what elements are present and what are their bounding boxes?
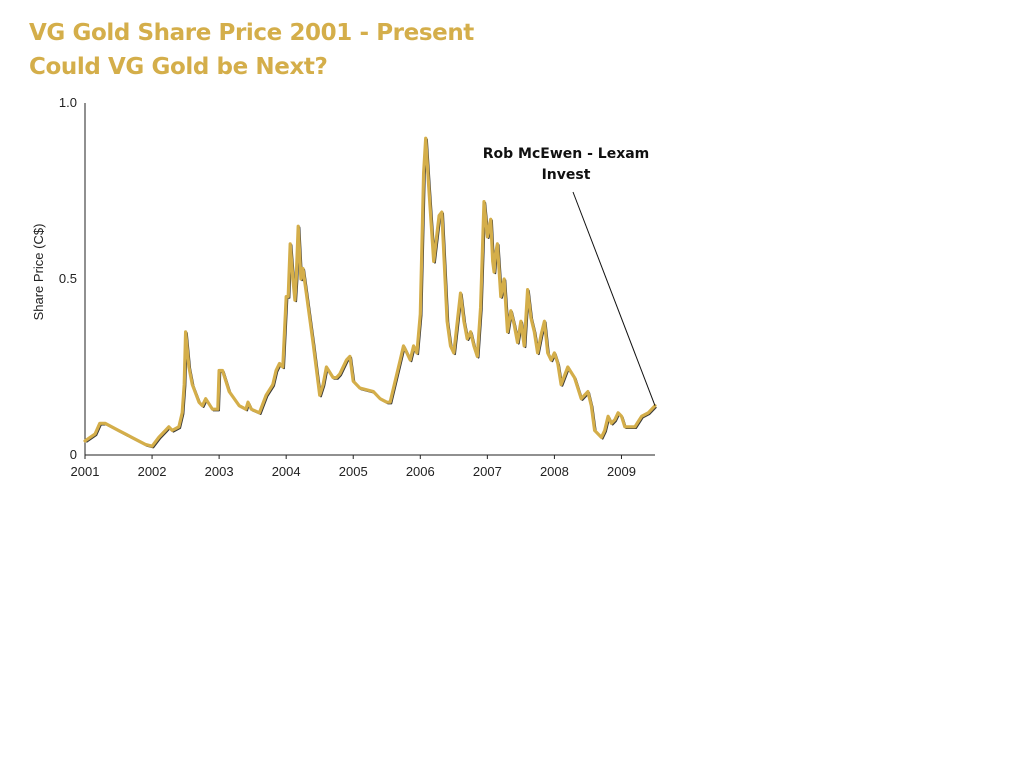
price-line [83, 136, 657, 448]
axes [84, 103, 655, 456]
x-tick-label: 2009 [607, 464, 636, 479]
chart-title: VG Gold Share Price 2001 - Present [29, 20, 474, 46]
tick-labels: 2001 2002 2003 2004 2005 2006 2007 2008 2009 0 0.5… [59, 95, 636, 479]
y-tick-label: 0.5 [59, 271, 77, 286]
annotation-label-line1: Rob McEwen - Lexam [483, 146, 650, 162]
annotation-label-line2: Invest [542, 167, 591, 183]
price-line-shadow [85, 138, 657, 449]
x-tick-label: 2008 [540, 464, 569, 479]
x-tick-label: 2006 [406, 464, 435, 479]
x-tick-label: 2002 [138, 464, 167, 479]
annotation-pointer [572, 191, 656, 406]
y-tick-label: 1.0 [59, 95, 77, 110]
chart-subtitle: Could VG Gold be Next? [29, 54, 328, 80]
x-tick-label: 2004 [272, 464, 301, 479]
x-tick-label: 2001 [71, 464, 100, 479]
y-axis-label: Share Price (C$) [31, 224, 46, 321]
x-tick-label: 2003 [205, 464, 234, 479]
x-tick-label: 2005 [339, 464, 368, 479]
x-tick-label: 2007 [473, 464, 502, 479]
y-tick-label: 0 [70, 447, 77, 462]
